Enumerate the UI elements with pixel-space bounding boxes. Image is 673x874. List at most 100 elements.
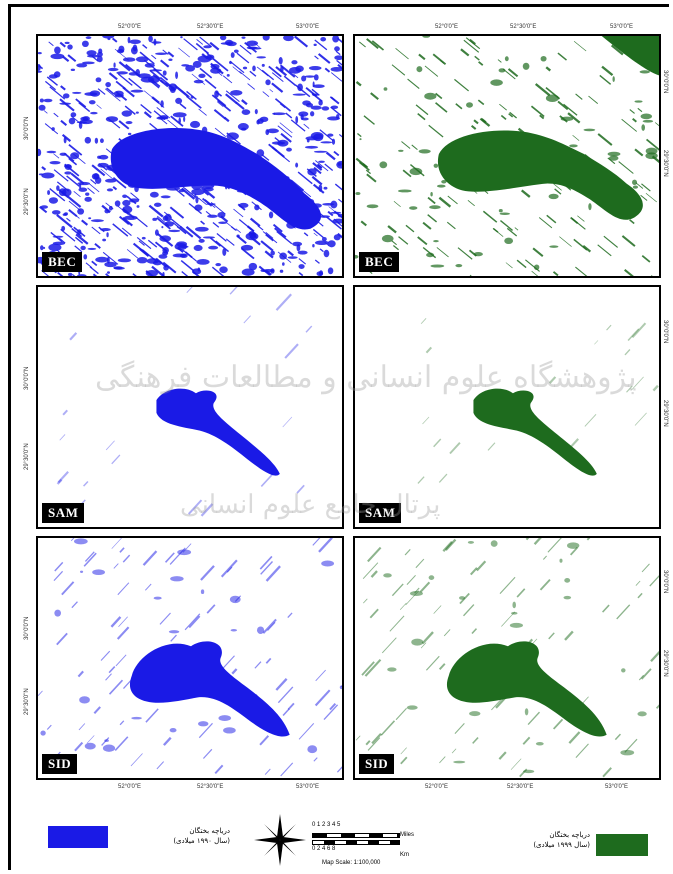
terrain-patch bbox=[409, 167, 423, 176]
terrain-streak bbox=[522, 736, 531, 745]
terrain-streak bbox=[226, 132, 241, 145]
scale-bottom-ticks: 0 2 4 6 8 bbox=[312, 846, 336, 852]
terrain-patch bbox=[327, 240, 336, 248]
terrain-streak bbox=[107, 117, 121, 129]
terrain-streak bbox=[371, 732, 382, 745]
terrain-patch bbox=[278, 56, 283, 65]
terrain-patch bbox=[359, 138, 362, 141]
terrain-streak bbox=[225, 93, 238, 105]
watermark-line-2: پرتال جامع علوم انسانی bbox=[180, 490, 441, 520]
terrain-patch bbox=[319, 270, 324, 276]
terrain-streak bbox=[287, 702, 295, 711]
terrain-patch bbox=[313, 74, 319, 81]
terrain-patch bbox=[314, 240, 329, 246]
terrain-streak bbox=[140, 103, 152, 114]
terrain-streak bbox=[559, 236, 572, 247]
terrain-patch bbox=[559, 558, 563, 563]
terrain-patch bbox=[509, 622, 523, 628]
terrain-patch bbox=[332, 36, 340, 43]
terrain-streak bbox=[370, 570, 378, 578]
terrain-patch bbox=[86, 50, 97, 56]
terrain-streak bbox=[59, 41, 66, 48]
terrain-streak bbox=[424, 65, 439, 77]
terrain-streak bbox=[370, 92, 379, 100]
terrain-streak bbox=[312, 228, 324, 239]
terrain-patch bbox=[334, 46, 340, 52]
terrain-patch bbox=[70, 152, 80, 160]
terrain-streak bbox=[356, 132, 362, 138]
terrain-patch bbox=[195, 226, 209, 232]
terrain-streak bbox=[201, 53, 209, 60]
terrain-streak bbox=[68, 143, 83, 156]
terrain-patch bbox=[208, 245, 219, 250]
terrain-patch bbox=[162, 70, 167, 76]
terrain-streak bbox=[303, 123, 310, 129]
terrain-streak bbox=[108, 679, 124, 695]
terrain-patch bbox=[88, 100, 96, 105]
terrain-streak bbox=[236, 52, 250, 64]
terrain-streak bbox=[269, 89, 274, 93]
terrain-streak bbox=[554, 188, 562, 195]
terrain-streak bbox=[212, 221, 220, 228]
terrain-patch bbox=[40, 730, 46, 736]
terrain-streak bbox=[249, 235, 261, 246]
terrain-patch bbox=[87, 247, 97, 250]
terrain-streak bbox=[147, 239, 158, 248]
terrain-streak bbox=[39, 206, 48, 214]
terrain-streak bbox=[115, 91, 128, 101]
terrain-streak bbox=[606, 324, 612, 331]
terrain-patch bbox=[241, 36, 246, 39]
terrain-streak bbox=[143, 111, 152, 119]
terrain-streak bbox=[317, 53, 331, 64]
terrain-patch bbox=[301, 75, 307, 82]
terrain-streak bbox=[442, 541, 453, 552]
terrain-streak bbox=[204, 199, 216, 209]
terrain-streak bbox=[655, 704, 659, 709]
terrain-streak bbox=[126, 195, 137, 205]
coordinate-tick-label: 52°0'0"E bbox=[118, 784, 142, 790]
panel-label: BEC bbox=[359, 252, 400, 272]
terrain-streak bbox=[181, 271, 189, 276]
terrain-streak bbox=[279, 103, 286, 109]
terrain-streak bbox=[115, 654, 127, 667]
terrain-streak bbox=[70, 172, 85, 185]
map-image-sid-1999 bbox=[355, 538, 659, 778]
terrain-patch bbox=[261, 63, 265, 67]
terrain-streak bbox=[215, 91, 223, 97]
terrain-patch bbox=[90, 219, 104, 223]
terrain-patch bbox=[336, 114, 340, 119]
terrain-patch bbox=[433, 240, 439, 243]
terrain-patch bbox=[84, 136, 92, 144]
terrain-patch bbox=[97, 155, 102, 159]
terrain-streak bbox=[73, 226, 86, 237]
coordinate-tick-label: 52°0'0"E bbox=[435, 24, 459, 30]
terrain-patch bbox=[499, 212, 510, 216]
terrain-streak bbox=[117, 205, 129, 216]
terrain-streak bbox=[62, 409, 68, 416]
terrain-streak bbox=[53, 169, 69, 182]
terrain-patch bbox=[215, 262, 222, 267]
terrain-streak bbox=[462, 604, 475, 617]
coordinate-tick-label: 30°0'0"N bbox=[24, 366, 30, 390]
terrain-streak bbox=[229, 287, 238, 295]
terrain-patch bbox=[217, 211, 226, 219]
terrain-streak bbox=[509, 111, 518, 119]
terrain-streak bbox=[361, 661, 375, 676]
terrain-streak bbox=[162, 261, 177, 274]
terrain-patch bbox=[336, 160, 342, 169]
terrain-streak bbox=[275, 678, 288, 691]
terrain-streak bbox=[499, 576, 516, 595]
terrain-streak bbox=[257, 225, 264, 231]
terrain-streak bbox=[203, 190, 209, 196]
terrain-streak bbox=[275, 293, 292, 311]
terrain-streak bbox=[479, 117, 491, 127]
terrain-patch bbox=[106, 188, 114, 192]
terrain-patch bbox=[88, 217, 92, 220]
terrain-streak bbox=[216, 233, 227, 242]
terrain-streak bbox=[563, 103, 578, 116]
map-panel-sam-1999: SAM bbox=[353, 285, 661, 529]
terrain-streak bbox=[63, 152, 75, 162]
terrain-patch bbox=[194, 204, 203, 211]
terrain-patch bbox=[313, 43, 317, 47]
terrain-patch bbox=[422, 36, 431, 38]
